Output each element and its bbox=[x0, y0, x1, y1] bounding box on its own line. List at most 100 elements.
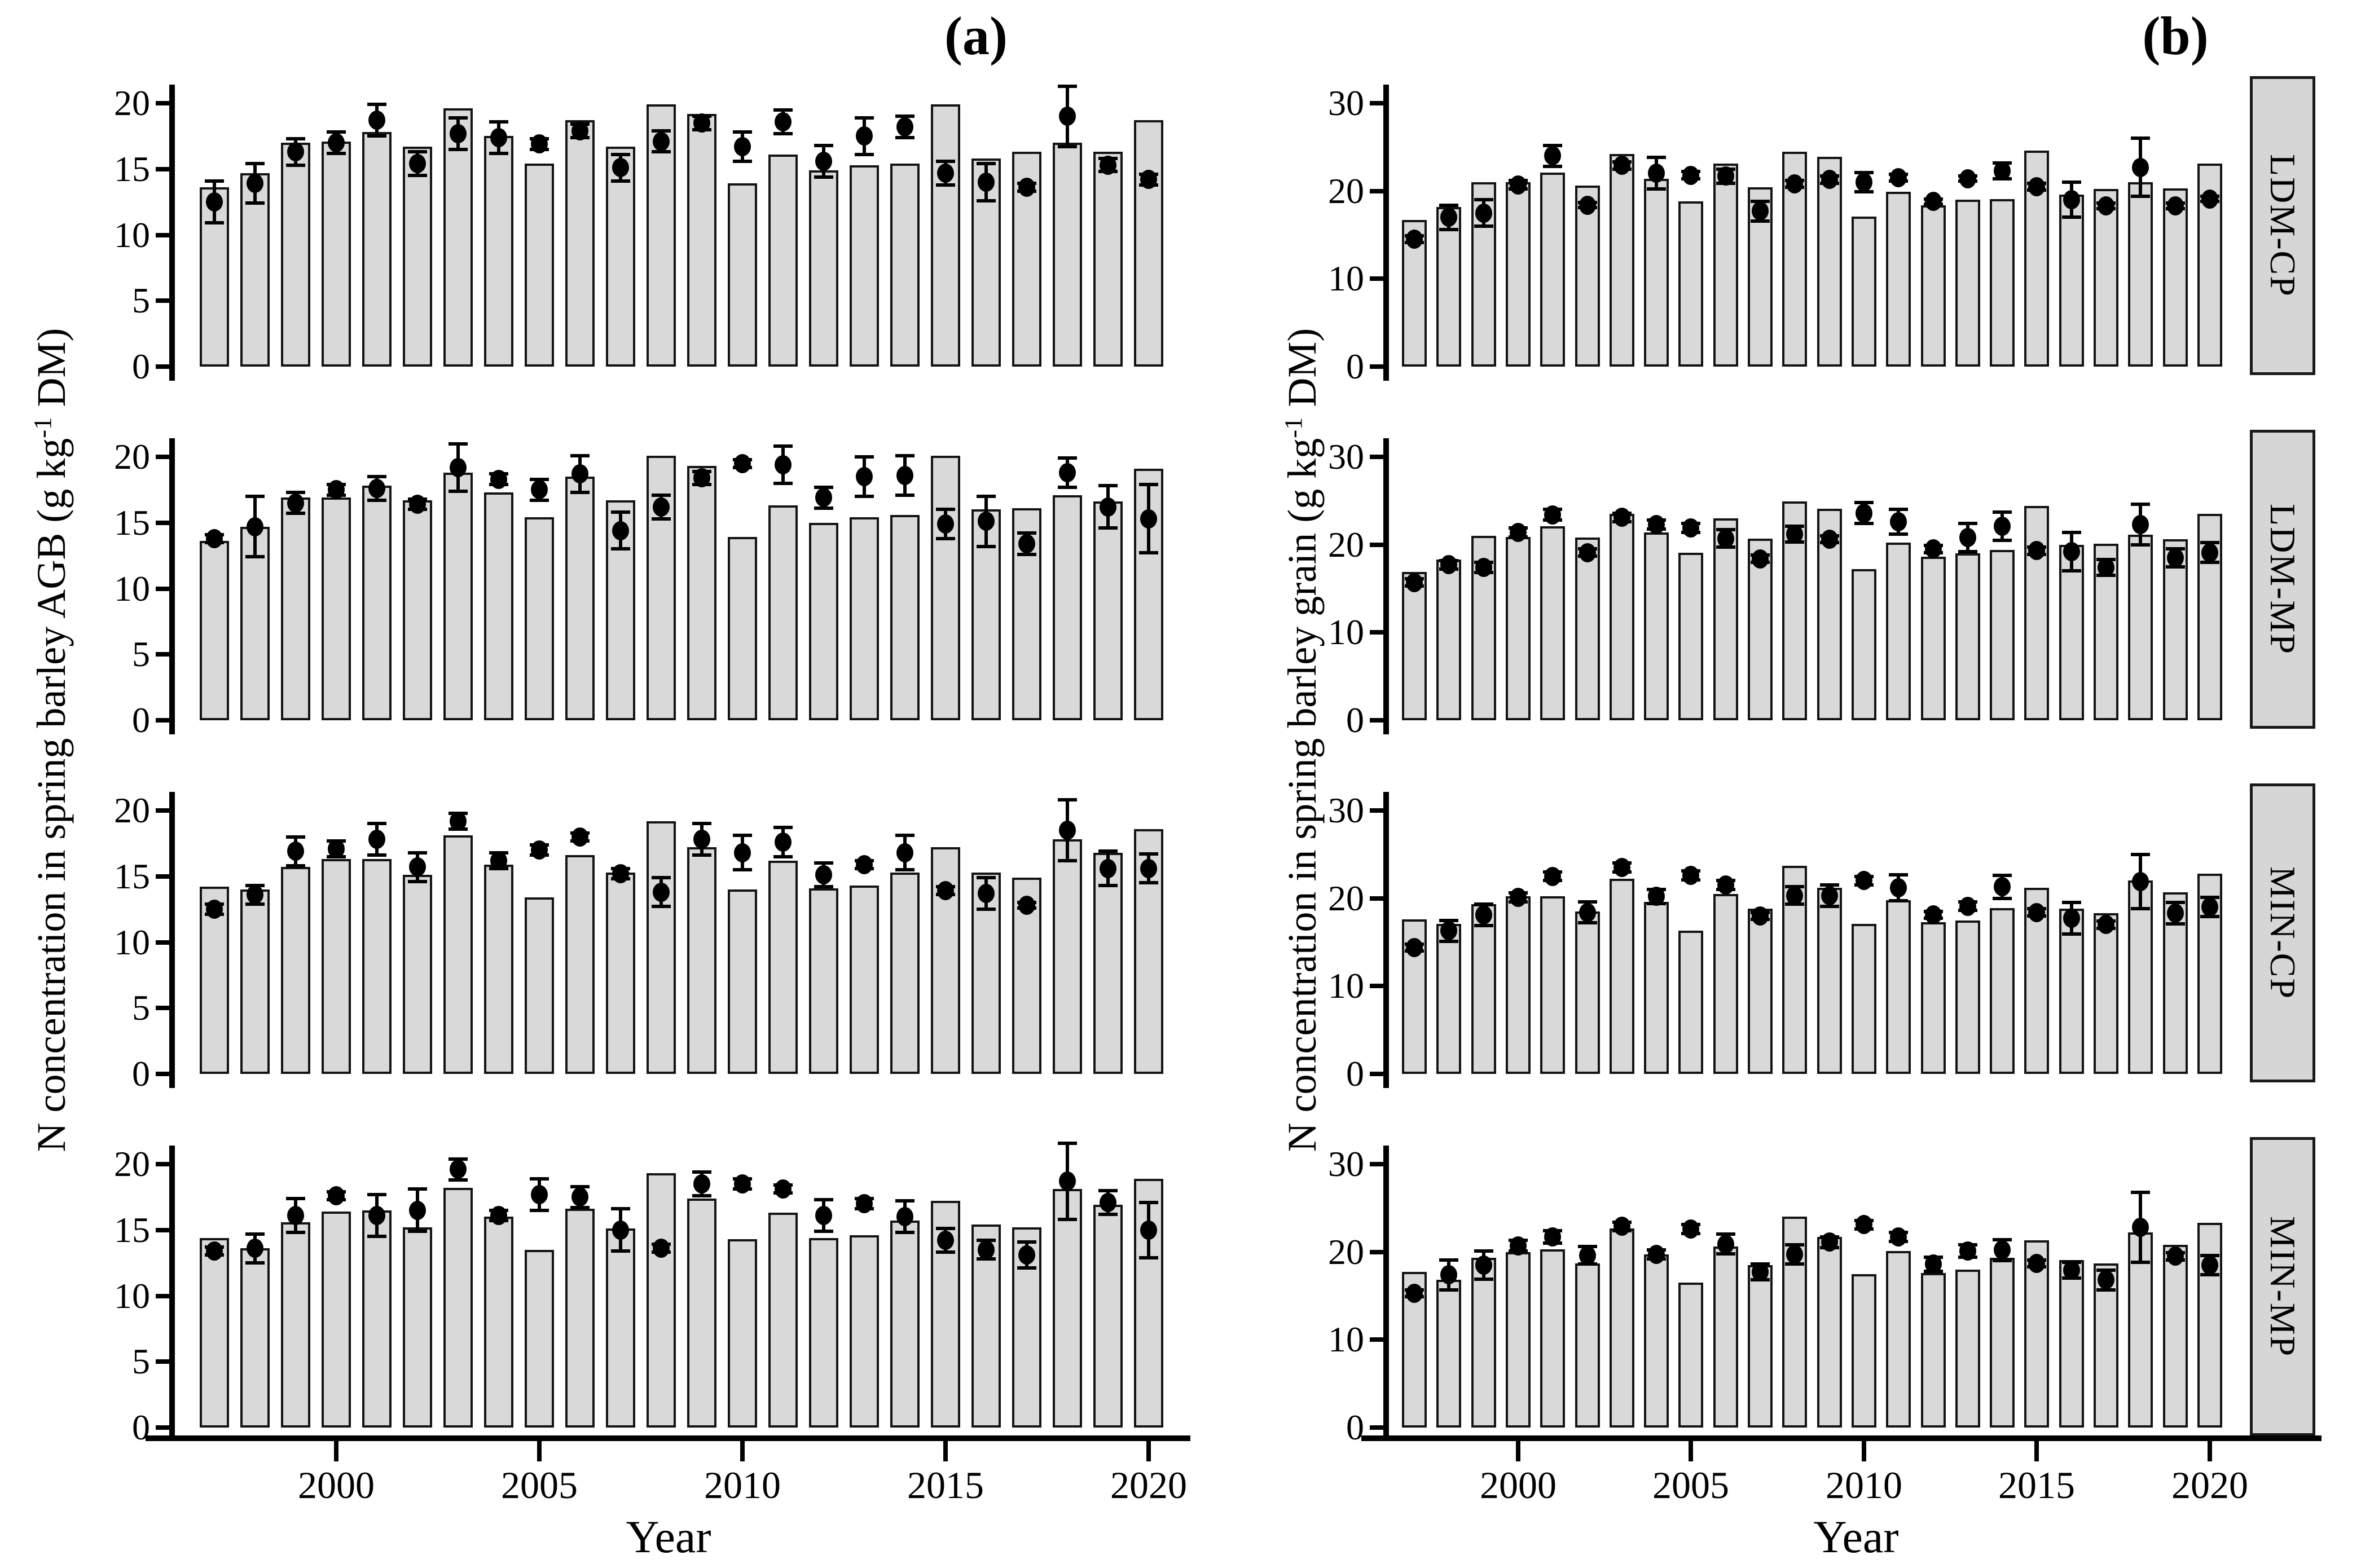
point-b-LDM-MP-2011 bbox=[1890, 512, 1907, 531]
bar-a-MIN-CP-2008 bbox=[647, 821, 676, 1074]
point-a-LDM-CP-2004 bbox=[490, 128, 507, 147]
error-cap-top-a-LDM-MP-2020 bbox=[1139, 483, 1158, 486]
error-cap-top-b-MIN-CP-2019 bbox=[2166, 901, 2185, 904]
y-tick-b-10 bbox=[1370, 276, 1383, 281]
point-a-LDM-CP-2002 bbox=[409, 154, 426, 173]
bar-a-MIN-MP-2007 bbox=[606, 1228, 635, 1428]
point-b-MIN-CP-2005 bbox=[1682, 866, 1699, 885]
y-tick-label-b-10: 10 bbox=[1328, 258, 1364, 298]
bar-a-MIN-CP-2004 bbox=[484, 865, 513, 1074]
y-tick-label-b-10: 10 bbox=[1328, 966, 1364, 1006]
error-cap-top-a-MIN-CP-2002 bbox=[408, 851, 427, 855]
bar-a-LDM-CP-2015 bbox=[931, 104, 960, 367]
x-tick-b-2015 bbox=[2034, 1441, 2039, 1461]
point-a-LDM-MP-2020 bbox=[1140, 509, 1157, 528]
error-cap-bottom-b-MIN-CP-1999 bbox=[1474, 924, 1493, 927]
bar-a-MIN-MP-2001 bbox=[362, 1210, 392, 1428]
error-cap-top-a-LDM-CP-1999 bbox=[286, 137, 305, 140]
point-a-LDM-MP-2008 bbox=[653, 497, 670, 517]
y-tick-b-10 bbox=[1370, 984, 1383, 988]
error-cap-top-a-LDM-MP-2005 bbox=[530, 478, 549, 481]
point-a-MIN-MP-2010 bbox=[734, 1174, 751, 1193]
point-a-LDM-MP-2002 bbox=[409, 495, 426, 514]
error-cap-bottom-b-MIN-MP-2017 bbox=[2096, 1288, 2116, 1292]
x-tick-a-2010 bbox=[740, 1441, 745, 1461]
error-cap-bottom-a-LDM-MP-2005 bbox=[530, 499, 549, 502]
point-b-LDM-CP-2016 bbox=[2063, 190, 2080, 209]
error-cap-top-a-LDM-MP-2006 bbox=[570, 454, 590, 457]
error-cap-bottom-a-LDM-MP-1999 bbox=[286, 512, 305, 515]
error-cap-bottom-a-MIN-MP-2003 bbox=[449, 1178, 468, 1182]
y-tick-b-20 bbox=[1370, 896, 1383, 901]
bar-a-MIN-CP-2007 bbox=[606, 873, 635, 1074]
x-tick-label-b-2005: 2005 bbox=[1652, 1464, 1729, 1507]
point-a-MIN-CP-2006 bbox=[571, 827, 588, 847]
error-cap-bottom-a-MIN-MP-2001 bbox=[367, 1235, 386, 1238]
x-tick-label-b-2010: 2010 bbox=[1826, 1464, 1902, 1507]
bar-b-MIN-CP-2010 bbox=[1852, 924, 1876, 1074]
bar-a-LDM-MP-2015 bbox=[931, 456, 960, 720]
point-a-MIN-CP-2003 bbox=[450, 812, 467, 831]
bar-a-LDM-CP-2007 bbox=[606, 147, 635, 367]
error-cap-bottom-a-LDM-CP-2012 bbox=[814, 175, 833, 179]
y-tick-a-20 bbox=[156, 1162, 169, 1166]
bar-b-LDM-MP-2015 bbox=[2024, 506, 2049, 720]
y-tick-label-a-20: 20 bbox=[114, 790, 150, 830]
error-cap-top-b-MIN-CP-1998 bbox=[1439, 919, 1458, 922]
error-cap-top-a-LDM-CP-2003 bbox=[449, 116, 468, 120]
bar-a-LDM-CP-2010 bbox=[728, 183, 757, 367]
error-cap-top-a-MIN-MP-2019 bbox=[1098, 1189, 1118, 1192]
error-cap-top-b-LDM-CP-2001 bbox=[1543, 144, 1562, 147]
point-b-LDM-CP-2013 bbox=[1959, 169, 1976, 188]
bar-b-MIN-CP-2017 bbox=[2094, 913, 2118, 1074]
error-cap-top-a-LDM-MP-2001 bbox=[367, 475, 386, 478]
point-b-LDM-MP-2020 bbox=[2201, 543, 2218, 562]
bar-b-MIN-CP-2011 bbox=[1886, 900, 1911, 1074]
bar-b-MIN-MP-2002 bbox=[1575, 1263, 1600, 1428]
error-cap-top-a-LDM-CP-2014 bbox=[895, 114, 914, 118]
bar-a-LDM-CP-2019 bbox=[1093, 152, 1123, 367]
point-b-LDM-CP-2014 bbox=[1994, 161, 2011, 180]
y-tick-b-10 bbox=[1370, 1337, 1383, 1342]
error-cap-bottom-b-MIN-CP-2011 bbox=[1889, 899, 1908, 902]
facet-strip-label: MIN-CP bbox=[2263, 866, 2303, 1000]
error-cap-bottom-a-LDM-MP-2017 bbox=[1017, 553, 1036, 556]
error-cap-bottom-a-MIN-MP-2009 bbox=[692, 1194, 711, 1197]
error-cap-top-a-LDM-MP-2007 bbox=[611, 510, 630, 514]
bar-b-LDM-MP-2005 bbox=[1678, 553, 1703, 720]
error-cap-bottom-a-MIN-CP-2002 bbox=[408, 880, 427, 883]
point-b-LDM-CP-2004 bbox=[1648, 164, 1665, 183]
error-cap-top-b-LDM-MP-2020 bbox=[2200, 541, 2219, 544]
bar-a-MIN-CP-2009 bbox=[687, 847, 716, 1074]
error-cap-top-a-LDM-MP-2003 bbox=[449, 442, 468, 446]
point-a-LDM-CP-1997 bbox=[206, 192, 223, 212]
point-b-LDM-CP-2020 bbox=[2201, 190, 2218, 209]
point-b-LDM-CP-2000 bbox=[1510, 175, 1527, 195]
error-cap-top-a-MIN-CP-2020 bbox=[1139, 852, 1158, 856]
point-a-LDM-MP-2011 bbox=[775, 455, 792, 474]
bar-b-LDM-CP-2017 bbox=[2094, 189, 2118, 367]
error-cap-bottom-b-MIN-CP-2016 bbox=[2062, 932, 2081, 936]
y-tick-b-30 bbox=[1370, 808, 1383, 813]
point-a-MIN-CP-1997 bbox=[206, 900, 223, 919]
bar-a-LDM-MP-2019 bbox=[1093, 501, 1123, 720]
y-axis-b-MIN-CP bbox=[1383, 792, 1389, 1088]
error-cap-bottom-a-MIN-MP-2015 bbox=[936, 1250, 955, 1254]
point-b-MIN-MP-2006 bbox=[1717, 1235, 1734, 1254]
y-axis-b-MIN-MP bbox=[1383, 1146, 1389, 1441]
bar-b-LDM-CP-2012 bbox=[1921, 205, 1946, 367]
error-cap-bottom-a-MIN-CP-2020 bbox=[1139, 881, 1158, 884]
bar-a-LDM-CP-2002 bbox=[403, 147, 432, 367]
y-tick-b-10 bbox=[1370, 630, 1383, 635]
point-b-LDM-MP-2008 bbox=[1786, 525, 1803, 544]
error-cap-bottom-a-LDM-CP-1997 bbox=[205, 221, 224, 224]
point-a-LDM-MP-2003 bbox=[450, 458, 467, 477]
point-b-MIN-CP-2020 bbox=[2201, 897, 2218, 917]
point-b-MIN-MP-2014 bbox=[1994, 1240, 2011, 1259]
bar-b-MIN-CP-2014 bbox=[1990, 908, 2015, 1074]
error-cap-bottom-b-LDM-CP-2004 bbox=[1647, 187, 1666, 191]
point-b-MIN-MP-2003 bbox=[1613, 1217, 1630, 1236]
point-a-MIN-MP-2015 bbox=[937, 1231, 954, 1250]
bar-b-LDM-MP-2002 bbox=[1575, 538, 1600, 720]
error-cap-top-a-LDM-MP-2014 bbox=[895, 454, 914, 457]
